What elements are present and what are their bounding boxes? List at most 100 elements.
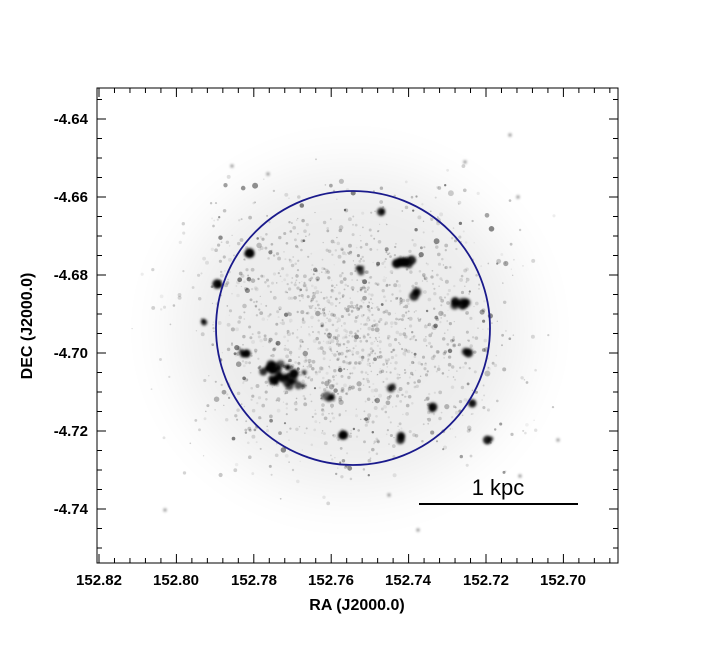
star-source <box>246 287 249 290</box>
star-source <box>300 310 305 315</box>
star-source <box>303 397 307 400</box>
star-source <box>435 440 439 443</box>
star-source <box>327 378 330 382</box>
star-source <box>285 407 288 410</box>
star-source <box>466 429 471 433</box>
star-source <box>235 327 239 332</box>
star-source <box>236 391 241 396</box>
star-source <box>227 278 230 281</box>
star-source <box>424 324 427 326</box>
star-source <box>366 397 371 401</box>
star-source <box>487 327 490 331</box>
star-source <box>296 268 300 272</box>
star-source <box>388 283 391 287</box>
star-source <box>288 350 293 355</box>
star-source <box>211 217 214 220</box>
star-source <box>272 254 276 257</box>
star-source <box>420 362 424 366</box>
star-source <box>334 249 338 252</box>
star-source <box>354 332 357 335</box>
star-source <box>362 226 364 229</box>
star-source <box>281 321 285 326</box>
star-source <box>397 318 400 321</box>
star-source <box>408 249 412 254</box>
star-source <box>504 262 506 264</box>
star-source <box>335 305 337 307</box>
star-source <box>386 283 389 286</box>
plot-frame <box>96 87 619 564</box>
star-source <box>359 286 363 290</box>
star-source <box>359 339 363 343</box>
star-source <box>373 398 377 402</box>
star-source <box>296 286 300 290</box>
star-source <box>422 220 425 223</box>
star-source <box>446 329 449 331</box>
star-source <box>374 307 376 309</box>
star-source <box>398 428 400 431</box>
star-source <box>460 290 465 295</box>
star-source <box>350 309 354 313</box>
star-source <box>317 330 320 334</box>
star-source <box>409 338 412 341</box>
star-source <box>303 359 308 363</box>
star-source <box>409 364 411 366</box>
star-source <box>387 312 392 316</box>
star-source <box>331 406 333 409</box>
star-source <box>323 312 326 314</box>
star-source <box>243 258 246 261</box>
star-source <box>345 392 347 395</box>
star-source <box>310 443 314 447</box>
star-source <box>427 392 431 396</box>
star-source <box>345 330 349 334</box>
star-source <box>341 294 345 297</box>
star-source <box>448 369 450 371</box>
star-source <box>373 357 377 362</box>
star-source <box>436 350 440 354</box>
star-source <box>214 248 218 253</box>
star-source <box>433 238 440 245</box>
star-source <box>368 386 371 388</box>
star-source <box>327 382 330 385</box>
star-source <box>265 398 268 401</box>
star-source <box>248 325 252 329</box>
star-source <box>380 369 385 374</box>
star-source <box>428 403 433 408</box>
star-source <box>358 259 362 263</box>
star-source <box>321 271 323 273</box>
star-source <box>320 324 323 328</box>
star-source <box>471 412 474 415</box>
star-source <box>299 203 305 208</box>
star-source <box>212 344 214 346</box>
star-source <box>465 330 469 334</box>
star-source <box>295 427 299 432</box>
star-source <box>368 228 372 232</box>
star-source <box>340 351 344 356</box>
star-source <box>446 320 449 322</box>
star-source <box>371 349 375 353</box>
star-source <box>271 249 273 252</box>
star-source <box>270 242 274 246</box>
star-source <box>256 401 259 405</box>
star-source <box>337 345 340 347</box>
star-source <box>434 315 439 320</box>
star-source <box>376 373 379 376</box>
star-source <box>433 287 436 290</box>
star-source <box>447 309 449 312</box>
star-source <box>393 367 397 370</box>
star-source <box>265 304 268 307</box>
star-source <box>251 394 255 398</box>
star-source <box>225 281 230 285</box>
star-source <box>454 410 459 415</box>
star-source <box>297 259 300 262</box>
star-source <box>257 331 261 335</box>
star-source <box>430 210 432 213</box>
star-source <box>362 301 365 304</box>
star-source <box>474 390 478 394</box>
star-source <box>253 201 256 204</box>
star-source <box>431 230 434 233</box>
star-source <box>355 246 358 249</box>
star-source <box>268 221 271 224</box>
star-source <box>524 431 527 435</box>
star-source <box>346 340 350 344</box>
star-source <box>403 371 407 375</box>
